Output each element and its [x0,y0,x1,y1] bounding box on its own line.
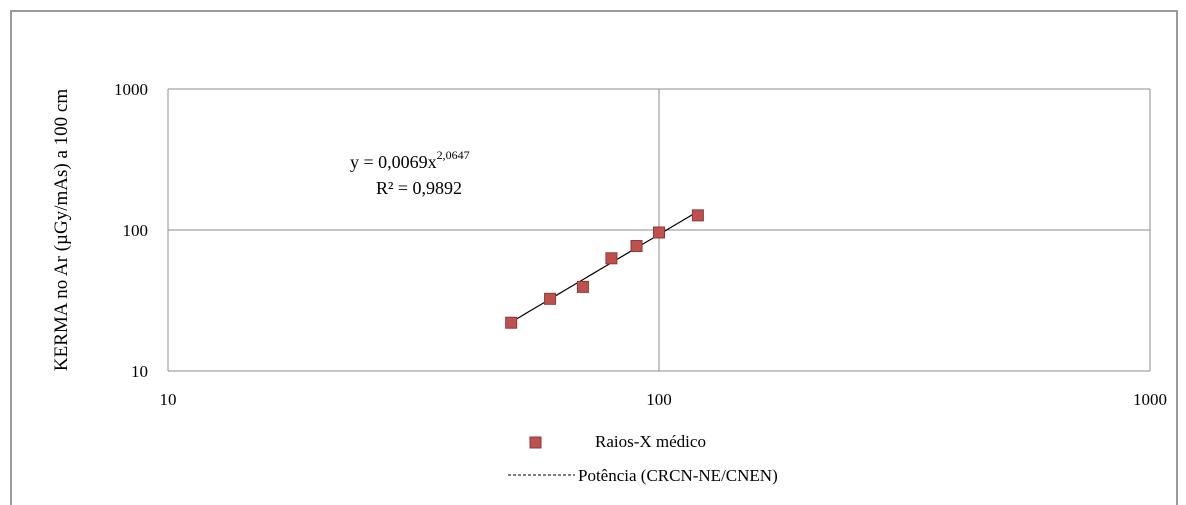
legend-label-series: Raios-X médico [595,432,706,451]
y-tick-label: 100 [123,221,149,240]
data-point [544,292,557,305]
x-tick-label: 10 [160,390,177,409]
equation-label: y = 0,0069x2,0647 [350,148,470,172]
axis-layer: 10 100 1000 10 100 1000 [114,80,1167,409]
data-point [605,252,618,265]
data-point [505,316,518,329]
power-trendline [510,210,699,323]
y-tick-label: 10 [131,362,148,381]
r-squared-label: R² = 0,9892 [376,178,462,198]
x-tick-label: 100 [646,390,672,409]
equation-exponent: 2,0647 [437,148,470,162]
y-tick-label: 1000 [114,80,148,99]
legend-label-trendline: Potência (CRCN-NE/CNEN) [578,466,778,485]
x-tick-label: 1000 [1133,390,1167,409]
data-point [653,226,665,239]
legend: Raios-X médico Potência (CRCN-NE/CNEN) [508,432,778,485]
legend-marker-square [529,436,542,449]
data-point [630,240,643,253]
y-axis-title: KERMA no Ar (µGy/mAs) a 100 cm [51,89,72,371]
marker-layer [505,209,704,329]
equation-prefix: y = 0,0069x [350,152,437,172]
trendline-layer [510,210,699,323]
chart-frame [10,10,1178,505]
data-point [691,209,704,222]
data-point [576,280,589,293]
